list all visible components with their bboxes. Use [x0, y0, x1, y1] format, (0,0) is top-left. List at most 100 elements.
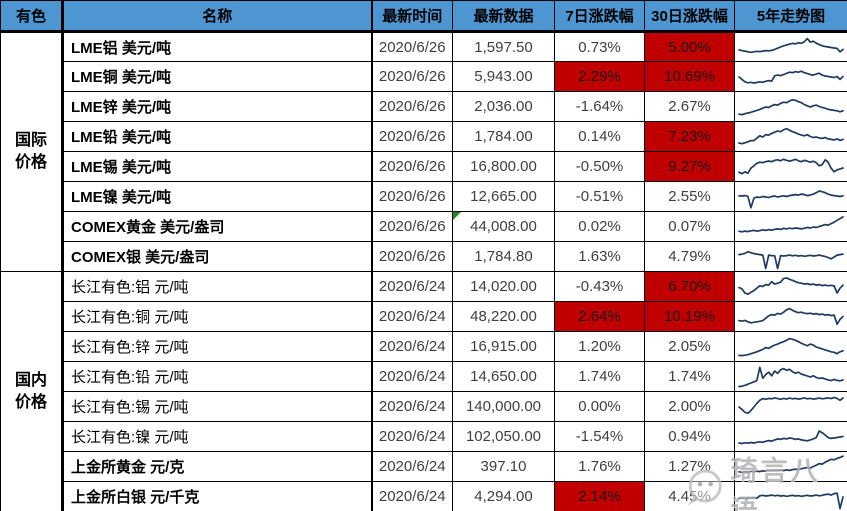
cell-7d-change: 2.64% — [554, 301, 645, 332]
cell-name: 上金所黄金 元/克 — [62, 451, 373, 482]
cell-name: COMEX黄金 美元/盎司 — [62, 211, 373, 242]
cell-sparkline — [734, 211, 847, 242]
cell-latest-date: 2020/6/26 — [371, 31, 453, 62]
cell-latest-value: 16,800.00 — [452, 151, 555, 182]
cell-latest-value: 1,784.00 — [452, 121, 555, 152]
cell-name: 上金所白银 元/千克 — [62, 481, 373, 511]
cell-7d-change: -0.43% — [554, 271, 645, 302]
cell-latest-date: 2020/6/24 — [371, 271, 453, 302]
cell-7d-change: 1.20% — [554, 331, 645, 362]
cell-sparkline — [734, 61, 847, 92]
cell-name: 长江有色:锌 元/吨 — [62, 331, 373, 362]
sparkline-chart — [738, 98, 844, 116]
cell-7d-change: -1.64% — [554, 91, 645, 122]
cell-latest-value: 5,943.00 — [452, 61, 555, 92]
cell-latest-value: 12,665.00 — [452, 181, 555, 212]
cell-30d-change: 4.45% — [644, 481, 735, 511]
table-row: LME铜 美元/吨 2020/6/26 5,943.00 2.29% 10.69% — [1, 61, 847, 92]
table-row: LME锌 美元/吨 2020/6/26 2,036.00 -1.64% 2.67% — [1, 91, 847, 122]
cell-latest-date: 2020/6/24 — [371, 391, 453, 422]
table-row: LME铅 美元/吨 2020/6/26 1,784.00 0.14% 7.23% — [1, 121, 847, 152]
cell-7d-change: -0.50% — [554, 151, 645, 182]
cell-latest-value: 14,020.00 — [452, 271, 555, 302]
cell-latest-date: 2020/6/26 — [371, 151, 453, 182]
cell-7d-change: 1.76% — [554, 451, 645, 482]
sparkline-chart — [738, 215, 844, 233]
table-row: 上金所黄金 元/克 2020/6/24 397.10 1.76% 1.27% — [1, 451, 847, 482]
table-row: COMEX黄金 美元/盎司 2020/6/26 44,008.00 0.02% 0.07… — [1, 211, 847, 242]
cell-30d-change: 0.94% — [644, 421, 735, 452]
error-flag-triangle — [453, 212, 461, 220]
table-row: LME锡 美元/吨 2020/6/26 16,800.00 -0.50% 9.27% — [1, 151, 847, 182]
cell-name: 长江有色:铜 元/吨 — [62, 301, 373, 332]
cell-name: LME锌 美元/吨 — [62, 91, 373, 122]
cell-name: LME铝 美元/吨 — [62, 31, 373, 62]
cell-30d-change: 1.27% — [644, 451, 735, 482]
cell-latest-value: 48,220.00 — [452, 301, 555, 332]
column-header-value: 最新数据 — [452, 0, 555, 33]
cell-30d-change: 10.19% — [644, 301, 735, 332]
cell-name: LME锡 美元/吨 — [62, 151, 373, 182]
cell-latest-date: 2020/6/26 — [371, 241, 453, 272]
cell-latest-value: 102,050.00 — [452, 421, 555, 452]
cell-latest-value: 2,036.00 — [452, 91, 555, 122]
cell-latest-date: 2020/6/26 — [371, 211, 453, 242]
cell-latest-value: 14,650.00 — [452, 361, 555, 392]
cell-7d-change: 1.63% — [554, 241, 645, 272]
cell-sparkline — [734, 451, 847, 482]
cell-sparkline — [734, 181, 847, 212]
column-header-group: 有色 — [0, 0, 64, 33]
cell-30d-change: 2.00% — [644, 391, 735, 422]
cell-30d-change: 1.74% — [644, 361, 735, 392]
column-header-date: 最新时间 — [371, 0, 453, 33]
cell-latest-value: 16,915.00 — [452, 331, 555, 362]
cell-latest-date: 2020/6/24 — [371, 301, 453, 332]
sparkline-chart — [738, 307, 844, 325]
table-row: 长江有色:锌 元/吨 2020/6/24 16,915.00 1.20% 2.05% — [1, 331, 847, 362]
table-row: 长江有色:锡 元/吨 2020/6/24 140,000.00 0.00% 2.00% — [1, 391, 847, 422]
table-row: 长江有色:镍 元/吨 2020/6/24 102,050.00 -1.54% 0.94% — [1, 421, 847, 452]
cell-latest-date: 2020/6/24 — [371, 451, 453, 482]
sparkline-chart — [738, 37, 844, 54]
cell-7d-change: -1.54% — [554, 421, 645, 452]
cell-latest-date: 2020/6/24 — [371, 481, 453, 511]
cell-latest-value: 4,294.00 — [452, 481, 555, 511]
cell-sparkline — [734, 331, 847, 362]
cell-latest-date: 2020/6/24 — [371, 331, 453, 362]
cell-latest-date: 2020/6/26 — [371, 61, 453, 92]
cell-30d-change: 7.23% — [644, 121, 735, 152]
sparkline-chart — [738, 429, 844, 444]
cell-30d-change: 4.79% — [644, 241, 735, 272]
table-row: COMEX银 美元/盎司 2020/6/26 1,784.80 1.63% 4.79% — [1, 241, 847, 272]
sparkline-chart — [738, 69, 844, 84]
sparkline-chart — [738, 337, 844, 356]
sparkline-chart — [738, 127, 844, 145]
cell-latest-value: 397.10 — [452, 451, 555, 482]
cell-30d-change: 2.67% — [644, 91, 735, 122]
table-row: LME镍 美元/吨 2020/6/26 12,665.00 -0.51% 2.55% — [1, 181, 847, 212]
table-row: 国内价格 长江有色:铝 元/吨 2020/6/24 14,020.00 -0.43% 6.… — [0, 271, 847, 511]
cell-latest-value: 1,784.80 — [452, 241, 555, 272]
cell-sparkline — [734, 481, 847, 511]
cell-sparkline — [734, 421, 847, 452]
table-row: 上金所白银 元/千克 2020/6/24 4,294.00 2.14% 4.45% — [1, 481, 847, 511]
cell-7d-change: 2.14% — [554, 481, 645, 511]
cell-latest-date: 2020/6/26 — [371, 121, 453, 152]
cell-30d-change: 10.69% — [644, 61, 735, 92]
cell-latest-date: 2020/6/24 — [371, 361, 453, 392]
cell-name: COMEX银 美元/盎司 — [62, 241, 373, 272]
cell-sparkline — [734, 91, 847, 122]
cell-sparkline — [734, 361, 847, 392]
cell-latest-value: 44,008.00 — [452, 211, 555, 242]
cell-7d-change: 0.73% — [554, 31, 645, 62]
cell-latest-value: 140,000.00 — [452, 391, 555, 422]
cell-sparkline — [734, 241, 847, 272]
cell-name: LME镍 美元/吨 — [62, 181, 373, 212]
cell-name: 长江有色:镍 元/吨 — [62, 421, 373, 452]
cell-latest-value: 1,597.50 — [452, 31, 555, 62]
cell-sparkline — [734, 271, 847, 302]
cell-30d-change: 2.05% — [644, 331, 735, 362]
table-body: 国际价格 LME铝 美元/吨 2020/6/26 1,597.50 0.73% 5.00%… — [0, 31, 847, 511]
